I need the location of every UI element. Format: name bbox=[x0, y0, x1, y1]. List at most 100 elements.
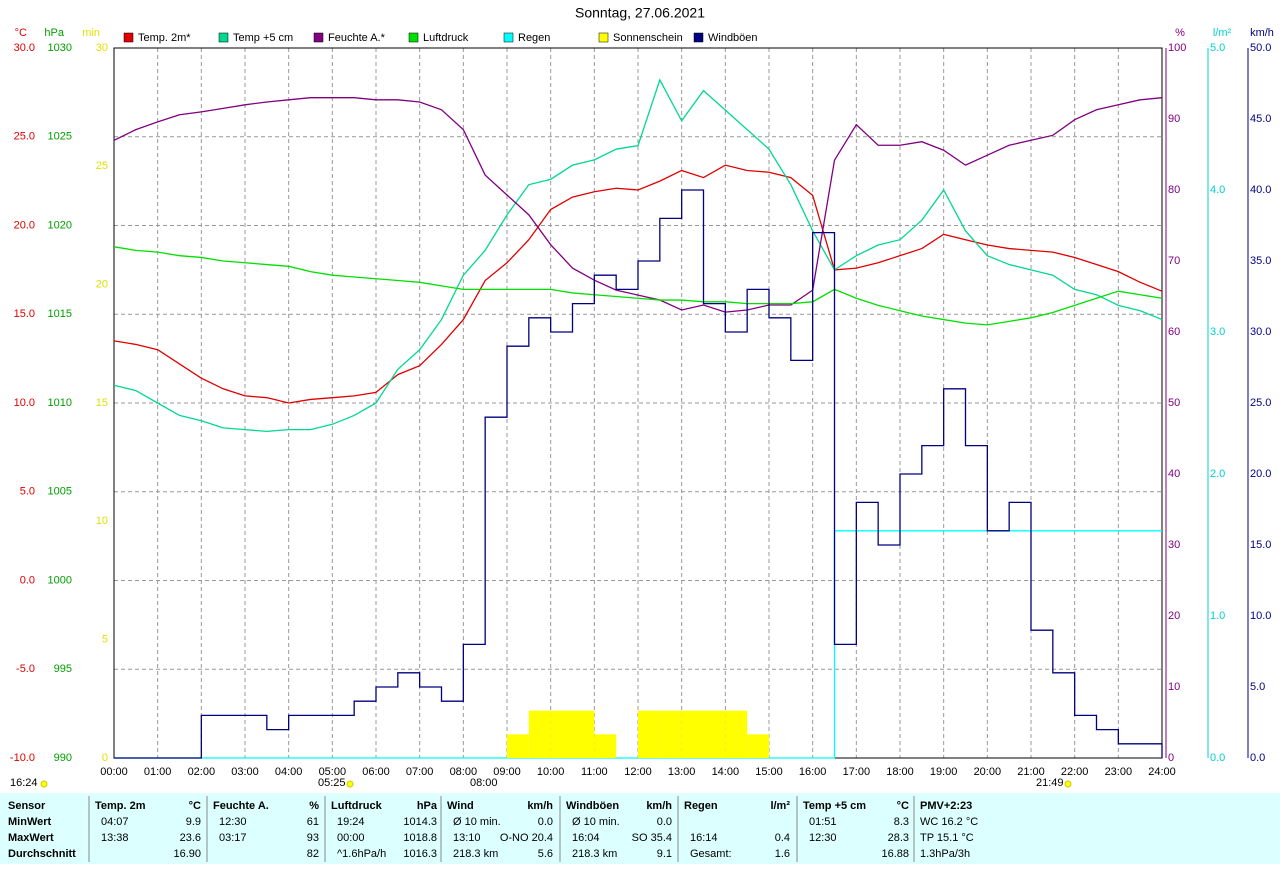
x-tick-label: 23:00 bbox=[1105, 766, 1133, 778]
legend-label: Windböen bbox=[708, 32, 758, 44]
y-tick-label: 25.0 bbox=[14, 131, 35, 143]
series-line bbox=[113, 78, 1163, 433]
stats-header: Feuchte A. bbox=[213, 800, 269, 812]
sunshine-bar bbox=[594, 734, 617, 758]
x-tick-label: 17:00 bbox=[843, 766, 871, 778]
x-tick-label: 09:00 bbox=[493, 766, 521, 778]
y-tick-label: 995 bbox=[54, 663, 72, 675]
x-tick-label: 22:00 bbox=[1061, 766, 1089, 778]
x-tick-label: 07:00 bbox=[406, 766, 434, 778]
stats-header: Temp +5 cm bbox=[803, 800, 866, 812]
stats-unit: hPa bbox=[417, 800, 438, 812]
y-tick-label: 20.0 bbox=[1250, 468, 1271, 480]
sun-icon bbox=[1064, 780, 1072, 788]
stats-background bbox=[0, 793, 1280, 864]
x-tick-label: 19:00 bbox=[930, 766, 958, 778]
y-tick-label: 0 bbox=[102, 752, 108, 764]
stats-cell: 61 bbox=[307, 816, 319, 828]
annotation: 05:25 bbox=[318, 777, 346, 789]
x-tick-label: 06:00 bbox=[362, 766, 390, 778]
axis-unit: km/h bbox=[1250, 27, 1274, 39]
stats-cell: 04:07 bbox=[101, 816, 129, 828]
x-tick-label: 08:00 bbox=[450, 766, 478, 778]
stats-cell: 0.0 bbox=[538, 816, 553, 828]
legend-label: Luftdruck bbox=[423, 32, 469, 44]
stats-cell: WC 16.2 °C bbox=[920, 816, 978, 828]
y-tick-label: 10.0 bbox=[1250, 610, 1271, 622]
stats-cell: 1014.3 bbox=[403, 816, 437, 828]
axis-unit: hPa bbox=[44, 27, 64, 39]
y-tick-label: -10.0 bbox=[10, 752, 35, 764]
stats-header: Sensor bbox=[8, 800, 46, 812]
legend-swatch bbox=[503, 32, 514, 43]
y-tick-label: 25 bbox=[96, 160, 108, 172]
stats-row-label: Durchschnitt bbox=[8, 848, 76, 860]
sunshine-bar bbox=[703, 710, 726, 758]
y-tick-label: 20 bbox=[1168, 610, 1180, 622]
sun-icon bbox=[40, 780, 48, 788]
x-tick-label: 00:00 bbox=[100, 766, 128, 778]
x-tick-label: 13:00 bbox=[668, 766, 696, 778]
legend-label: Regen bbox=[518, 32, 550, 44]
stats-cell: 0.4 bbox=[775, 832, 790, 844]
annotation: 21:49 bbox=[1036, 777, 1064, 789]
y-tick-label: 30 bbox=[1168, 539, 1180, 551]
stats-cell: 13:10 bbox=[453, 832, 481, 844]
sunshine-bar bbox=[550, 710, 573, 758]
stats-cell: Ø 10 min. bbox=[453, 816, 501, 828]
stats-cell: 1.6 bbox=[775, 848, 790, 860]
x-tick-label: 02:00 bbox=[188, 766, 216, 778]
series-line bbox=[114, 189, 1163, 759]
stats-cell: 82 bbox=[307, 848, 319, 860]
y-tick-label: 30 bbox=[96, 42, 108, 54]
stats-cell: 218.3 km bbox=[572, 848, 617, 860]
y-tick-label: 10 bbox=[1168, 681, 1180, 693]
stats-unit: l/m² bbox=[770, 800, 790, 812]
stats-cell: 1016.3 bbox=[403, 848, 437, 860]
y-tick-label: 0.0 bbox=[1210, 752, 1225, 764]
series-line bbox=[113, 97, 1163, 313]
x-tick-label: 16:00 bbox=[799, 766, 827, 778]
y-tick-label: 15.0 bbox=[1250, 539, 1271, 551]
stats-cell: O-NO 20.4 bbox=[500, 832, 553, 844]
stats-cell: 1.3hPa/3h bbox=[920, 848, 970, 860]
x-tick-label: 05:00 bbox=[319, 766, 347, 778]
stats-unit: km/h bbox=[527, 800, 553, 812]
stats-cell: 5.6 bbox=[538, 848, 553, 860]
x-tick-label: 04:00 bbox=[275, 766, 303, 778]
y-tick-label: 1.0 bbox=[1210, 610, 1225, 622]
y-tick-label: 10 bbox=[96, 515, 108, 527]
y-tick-label: 20 bbox=[96, 279, 108, 291]
stats-header: Luftdruck bbox=[331, 800, 383, 812]
x-tick-label: 01:00 bbox=[144, 766, 172, 778]
stats-cell: 16.90 bbox=[173, 848, 201, 860]
sunshine-bar bbox=[572, 710, 595, 758]
stats-unit: % bbox=[309, 800, 319, 812]
stats-cell: TP 15.1 °C bbox=[920, 832, 974, 844]
y-tick-label: 35.0 bbox=[1250, 255, 1271, 267]
stats-header: Wind bbox=[447, 800, 474, 812]
stats-cell: 13:38 bbox=[101, 832, 129, 844]
series-line bbox=[113, 164, 1163, 404]
sunshine-bar bbox=[725, 710, 748, 758]
stats-cell: Gesamt: bbox=[690, 848, 732, 860]
x-tick-label: 20:00 bbox=[974, 766, 1002, 778]
sunshine-bar bbox=[507, 734, 529, 758]
stats-cell: 03:17 bbox=[219, 832, 247, 844]
stats-cell: 9.9 bbox=[186, 816, 201, 828]
series-line bbox=[113, 246, 1163, 326]
stats-row-label: MaxWert bbox=[8, 832, 54, 844]
sun-icon bbox=[346, 780, 354, 788]
legend-swatch bbox=[408, 32, 419, 43]
x-tick-label: 12:00 bbox=[624, 766, 652, 778]
legend-swatch bbox=[693, 32, 704, 43]
annotation: 08:00 bbox=[470, 777, 498, 789]
stats-cell: SO 35.4 bbox=[632, 832, 672, 844]
stats-header: Temp. 2m bbox=[95, 800, 146, 812]
annotation: 16:24 bbox=[10, 777, 38, 789]
y-tick-label: 5 bbox=[102, 634, 108, 646]
legend-label: Feuchte A.* bbox=[328, 32, 386, 44]
y-tick-label: -5.0 bbox=[16, 663, 35, 675]
y-tick-label: 4.0 bbox=[1210, 184, 1225, 196]
